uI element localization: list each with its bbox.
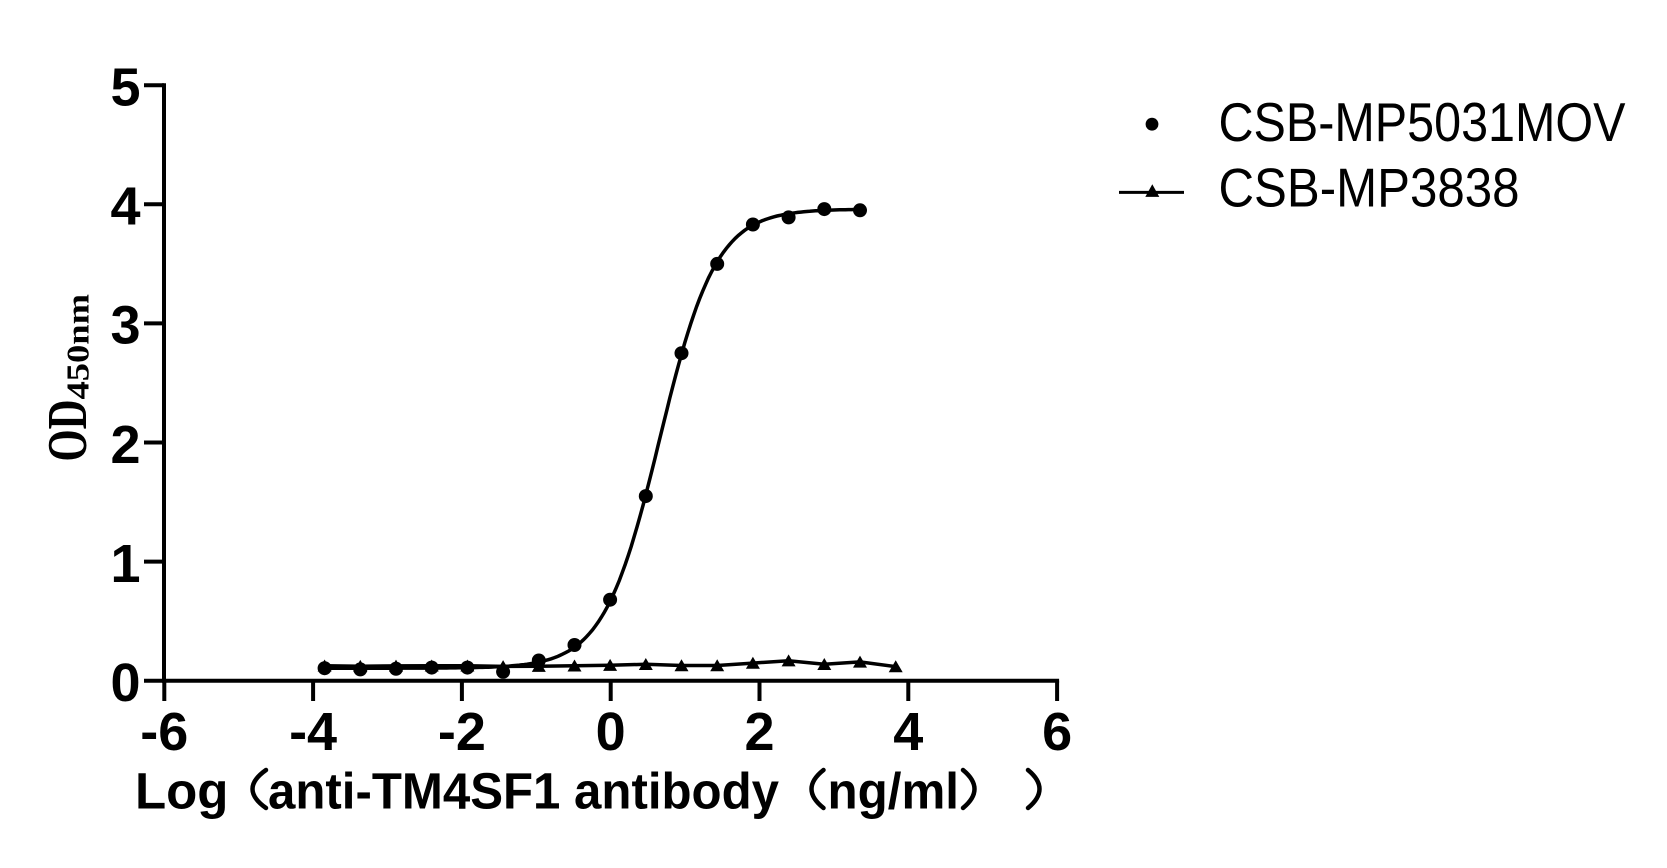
svg-text:Log: Log [135,763,228,820]
svg-text:2: 2 [110,415,140,475]
svg-text:4: 4 [893,702,923,762]
svg-text:-4: -4 [289,702,337,762]
svg-text:anti-TM4SF1 antibody: anti-TM4SF1 antibody [268,763,780,820]
svg-text:CSB-MP5031MOV: CSB-MP5031MOV [1219,91,1626,153]
svg-text:-2: -2 [438,702,486,762]
svg-text:CSB-MP3838: CSB-MP3838 [1219,157,1520,219]
svg-text:ng/ml: ng/ml [828,763,960,820]
svg-text:OD450nm: OD450nm [37,294,99,462]
svg-text:4: 4 [110,177,140,237]
svg-text:0: 0 [110,653,140,713]
svg-text:-6: -6 [140,702,188,762]
svg-text:1: 1 [110,534,140,594]
svg-text:5: 5 [110,58,140,118]
svg-text:0: 0 [596,702,626,762]
svg-text:3: 3 [110,296,140,356]
svg-text:2: 2 [744,702,774,762]
svg-text:6: 6 [1042,702,1072,762]
